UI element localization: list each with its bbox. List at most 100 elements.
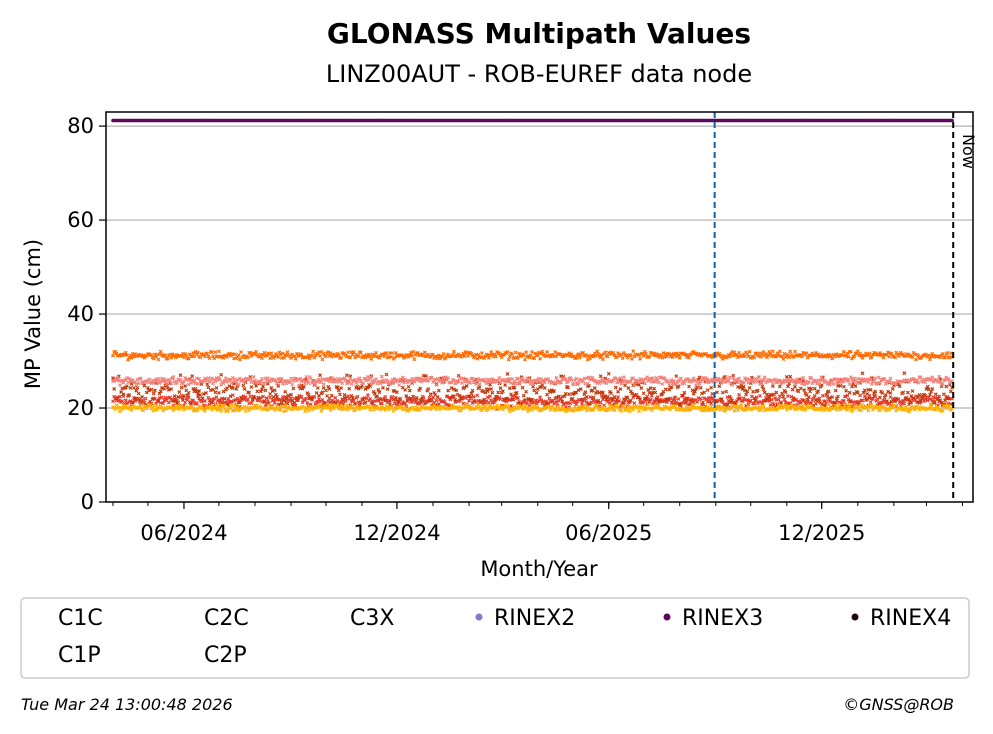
point-C1C [241, 394, 246, 399]
point-C1C [214, 395, 219, 400]
point-C2C [737, 350, 742, 355]
point-C2P [859, 408, 864, 413]
point-C2C [382, 354, 387, 359]
point-C2C [207, 356, 212, 361]
point-C2C [506, 357, 511, 362]
point-C1C [669, 401, 674, 405]
point-C2C [452, 349, 456, 354]
point-C1C [568, 401, 573, 406]
point-C3X [214, 385, 219, 390]
point-C2C [545, 349, 549, 354]
point-C2C [196, 350, 200, 355]
point-C2C [216, 349, 221, 354]
point-C1C [616, 395, 620, 399]
point-C1C [379, 401, 384, 406]
point-C2C [205, 352, 210, 356]
point-C2C [239, 350, 243, 354]
point-C3X [724, 389, 729, 394]
point-C2C [538, 356, 543, 361]
point-C1C [868, 400, 873, 405]
point-C1C [688, 402, 693, 407]
point-C1C [648, 397, 653, 402]
point-C1C [229, 399, 234, 404]
y-tick-label-20: 20 [67, 396, 94, 420]
point-C3X [545, 392, 549, 397]
point-C3X [179, 385, 184, 390]
point-C2C [393, 351, 398, 355]
point-C2C [163, 353, 168, 358]
point-C2C [278, 352, 283, 357]
point-C3X [717, 384, 722, 389]
point-C1C [710, 395, 715, 400]
point-C3X [809, 386, 814, 391]
point-C1P [831, 382, 836, 386]
point-C3X [864, 398, 868, 403]
point-C1C [125, 401, 129, 406]
point-C3X [520, 385, 525, 390]
point-C2C [285, 350, 290, 354]
point-C1C [246, 397, 250, 402]
point-C1C [120, 399, 125, 403]
point-C2C [479, 351, 484, 356]
point-C2C [620, 356, 625, 361]
footer-credit: ©GNSS@ROB [843, 695, 954, 714]
point-C2C [424, 354, 428, 359]
point-C2C [524, 350, 529, 355]
point-C3X [841, 384, 846, 389]
point-C3X [291, 386, 296, 391]
point-C3X [905, 390, 910, 395]
point-C3X [653, 390, 658, 395]
point-C1C [860, 398, 865, 403]
point-C3X [269, 386, 274, 390]
point-C3X [709, 385, 714, 390]
point-C2C [567, 351, 572, 356]
point-C2C [513, 350, 518, 355]
point-C2C [111, 353, 115, 358]
point-C1C [194, 401, 199, 406]
point-C1C [299, 394, 304, 399]
point-C1C [235, 396, 240, 401]
point-C3X [687, 384, 691, 389]
point-C3X [384, 372, 389, 377]
point-C1C [166, 400, 171, 405]
point-C2C [585, 357, 590, 362]
point-C1P [340, 381, 345, 386]
point-C1P [727, 375, 732, 380]
point-C3X [498, 386, 503, 391]
point-C1P [876, 375, 881, 380]
point-C3X [249, 385, 254, 389]
point-C3X [318, 373, 323, 378]
grid-lines [106, 125, 973, 409]
y-tick-label-40: 40 [67, 302, 94, 326]
point-C2C [374, 350, 378, 355]
point-C2C [191, 351, 196, 355]
point-C1P [460, 381, 465, 386]
point-C3X [135, 385, 140, 390]
point-C1P [888, 376, 893, 381]
point-C3X [320, 390, 325, 395]
legend-marker-RINEX2 [475, 613, 483, 621]
point-C3X [720, 390, 725, 395]
point-C1P [321, 382, 326, 387]
point-C2P [866, 408, 871, 413]
point-C2C [213, 350, 218, 355]
point-C2C [209, 350, 214, 355]
point-C2C [940, 351, 945, 356]
point-C3X [404, 394, 409, 398]
point-C1C [925, 398, 930, 403]
plot-frame [105, 111, 974, 503]
point-C2C [173, 355, 178, 360]
point-C1C [873, 394, 878, 399]
point-C3X [788, 374, 793, 379]
point-C2C [628, 353, 633, 358]
point-C3X [406, 384, 411, 389]
y-axis: 0 20 40 60 80 [67, 114, 106, 514]
point-C2C [470, 353, 475, 358]
point-C1C [782, 397, 787, 402]
point-C2C [260, 356, 264, 361]
point-C2C [326, 350, 331, 355]
point-C2C [793, 349, 797, 354]
point-C2C [390, 351, 395, 355]
point-C3X [761, 387, 766, 392]
y-tick-label-80: 80 [67, 114, 94, 138]
